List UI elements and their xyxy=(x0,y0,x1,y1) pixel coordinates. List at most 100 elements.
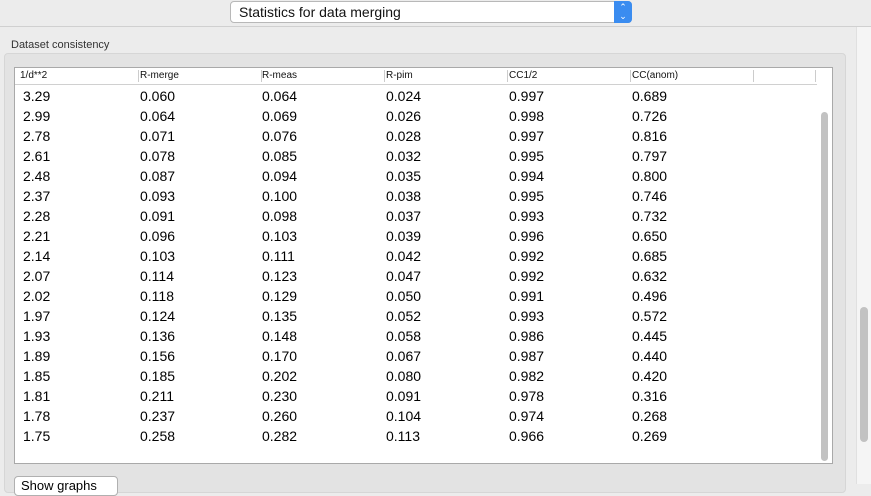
table-scrollbar[interactable] xyxy=(819,68,832,463)
table-cell: 0.064 xyxy=(262,88,298,104)
table-row[interactable]: 2.02 0.118 0.129 0.050 0.991 0.496 xyxy=(15,287,817,307)
table-cell: 1.85 xyxy=(23,368,51,384)
table-cell: 0.732 xyxy=(632,208,668,224)
table-cell: 0.997 xyxy=(509,88,545,104)
table-row[interactable]: 3.29 0.060 0.064 0.024 0.997 0.689 xyxy=(15,87,817,107)
table-cell: 0.997 xyxy=(509,128,545,144)
table-cell: 0.042 xyxy=(386,248,422,264)
table-cell: 0.028 xyxy=(386,128,422,144)
table-cell: 0.994 xyxy=(509,168,545,184)
table-row[interactable]: 1.75 0.258 0.282 0.113 0.966 0.269 xyxy=(15,427,817,447)
table-cell: 0.103 xyxy=(140,248,176,264)
column-separator[interactable] xyxy=(815,70,816,82)
table-cell: 0.024 xyxy=(386,88,422,104)
table-cell: 2.48 xyxy=(23,168,51,184)
column-separator[interactable] xyxy=(753,70,754,82)
table-cell: 2.78 xyxy=(23,128,51,144)
table-cell: 0.982 xyxy=(509,368,545,384)
table-header: 1/d**2 R-merge R-meas R-pim CC1/2 CC(anom) xyxy=(15,68,817,85)
table-cell: 0.726 xyxy=(632,108,668,124)
table-row[interactable]: 2.07 0.114 0.123 0.047 0.992 0.632 xyxy=(15,267,817,287)
table-cell: 0.118 xyxy=(140,288,174,304)
table-cell: 0.078 xyxy=(140,148,176,164)
table-cell: 0.123 xyxy=(262,268,298,284)
table-cell: 0.800 xyxy=(632,168,668,184)
table-cell: 0.124 xyxy=(140,308,176,324)
table-cell: 2.02 xyxy=(23,288,51,304)
table-row[interactable]: 1.89 0.156 0.170 0.067 0.987 0.440 xyxy=(15,347,817,367)
table-cell: 0.230 xyxy=(262,388,298,404)
table-cell: 0.058 xyxy=(386,328,422,344)
table-cell: 0.113 xyxy=(386,428,420,444)
table-cell: 0.032 xyxy=(386,148,422,164)
table-cell: 2.14 xyxy=(23,248,51,264)
column-separator[interactable] xyxy=(261,70,262,82)
table-cell: 0.037 xyxy=(386,208,422,224)
table-scrollbar-thumb[interactable] xyxy=(821,112,828,461)
table-cell: 0.689 xyxy=(632,88,668,104)
column-separator[interactable] xyxy=(138,70,139,82)
table-row[interactable]: 2.37 0.093 0.100 0.038 0.995 0.746 xyxy=(15,187,817,207)
table-cell: 0.797 xyxy=(632,148,668,164)
table-cell: 1.89 xyxy=(23,348,51,364)
table-cell: 0.026 xyxy=(386,108,422,124)
table-cell: 0.050 xyxy=(386,288,422,304)
column-separator[interactable] xyxy=(507,70,508,82)
table-cell: 0.258 xyxy=(140,428,176,444)
table-cell: 0.136 xyxy=(140,328,176,344)
table-row[interactable]: 2.61 0.078 0.085 0.032 0.995 0.797 xyxy=(15,147,817,167)
table-cell: 0.987 xyxy=(509,348,545,364)
table-cell: 0.114 xyxy=(140,268,174,284)
table-cell: 0.816 xyxy=(632,128,668,144)
column-header[interactable]: CC(anom) xyxy=(632,70,679,81)
statistics-selector-value: Statistics for data merging xyxy=(239,4,401,20)
table-cell: 0.260 xyxy=(262,408,298,424)
chevron-up-down-icon: ⌃ ⌄ xyxy=(614,1,632,23)
column-header[interactable]: CC1/2 xyxy=(509,70,538,81)
table-cell: 0.185 xyxy=(140,368,176,384)
show-graphs-button[interactable]: Show graphs xyxy=(14,476,118,496)
column-separator[interactable] xyxy=(630,70,631,82)
table-row[interactable]: 2.78 0.071 0.076 0.028 0.997 0.816 xyxy=(15,127,817,147)
table-row[interactable]: 1.81 0.211 0.230 0.091 0.978 0.316 xyxy=(15,387,817,407)
table-row[interactable]: 2.99 0.064 0.069 0.026 0.998 0.726 xyxy=(15,107,817,127)
table-cell: 0.096 xyxy=(140,228,176,244)
table-cell: 0.974 xyxy=(509,408,545,424)
column-header[interactable]: R-pim xyxy=(386,70,413,81)
table-cell: 0.091 xyxy=(386,388,422,404)
table-cell: 0.996 xyxy=(509,228,545,244)
window-scrollbar-thumb[interactable] xyxy=(860,307,868,442)
table-cell: 0.993 xyxy=(509,308,545,324)
table-cell: 0.170 xyxy=(262,348,298,364)
table-cell: 0.995 xyxy=(509,188,545,204)
group-title: Dataset consistency xyxy=(11,39,110,51)
column-header[interactable]: R-meas xyxy=(262,70,298,81)
table-row[interactable]: 1.97 0.124 0.135 0.052 0.993 0.572 xyxy=(15,307,817,327)
table-cell: 2.21 xyxy=(23,228,51,244)
table-cell: 0.995 xyxy=(509,148,545,164)
table-cell: 0.685 xyxy=(632,248,668,264)
table-row[interactable]: 2.21 0.096 0.103 0.039 0.996 0.650 xyxy=(15,227,817,247)
table-row[interactable]: 1.78 0.237 0.260 0.104 0.974 0.268 xyxy=(15,407,817,427)
table-row[interactable]: 2.14 0.103 0.111 0.042 0.992 0.685 xyxy=(15,247,817,267)
table-cell: 0.098 xyxy=(262,208,298,224)
table-row[interactable]: 2.48 0.087 0.094 0.035 0.994 0.800 xyxy=(15,167,817,187)
table-row[interactable]: 1.93 0.136 0.148 0.058 0.986 0.445 xyxy=(15,327,817,347)
window-scrollbar[interactable] xyxy=(856,27,871,484)
table-row[interactable]: 2.28 0.091 0.098 0.037 0.993 0.732 xyxy=(15,207,817,227)
column-header[interactable]: 1/d**2 xyxy=(20,70,48,81)
table-cell: 0.156 xyxy=(140,348,176,364)
table-cell: 0.091 xyxy=(140,208,176,224)
table-cell: 0.038 xyxy=(386,188,422,204)
statistics-selector[interactable]: Statistics for data merging ⌃ ⌄ xyxy=(230,1,632,23)
toolbar: Statistics for data merging ⌃ ⌄ xyxy=(0,0,871,27)
table-cell: 0.992 xyxy=(509,268,545,284)
table-cell: 0.076 xyxy=(262,128,298,144)
table-row[interactable]: 1.85 0.185 0.202 0.080 0.982 0.420 xyxy=(15,367,817,387)
column-separator[interactable] xyxy=(384,70,385,82)
table-cell: 0.282 xyxy=(262,428,298,444)
table-cell: 0.269 xyxy=(632,428,668,444)
table-cell: 0.993 xyxy=(509,208,545,224)
column-header[interactable]: R-merge xyxy=(140,70,179,81)
table-cell: 0.135 xyxy=(262,308,298,324)
